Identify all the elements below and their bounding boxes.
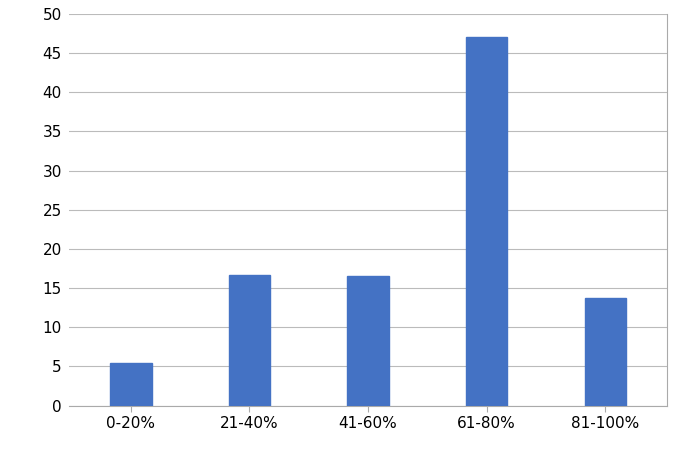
Bar (228, 275, 270, 406)
Bar (347, 276, 389, 406)
Bar (466, 36, 508, 406)
Bar (585, 297, 626, 406)
Bar (110, 362, 151, 406)
